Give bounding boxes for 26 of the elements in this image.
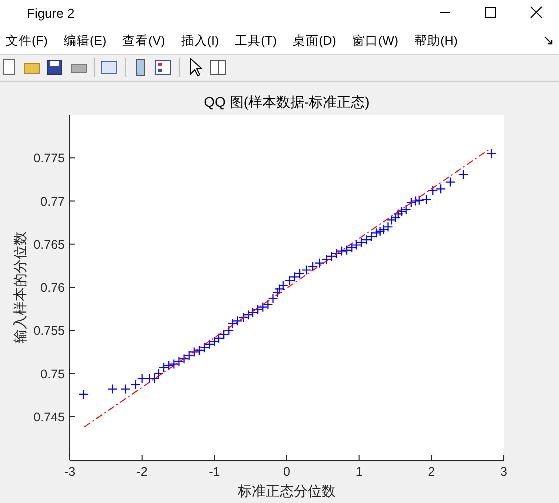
y-tick-label: 0.77 — [40, 194, 66, 209]
x-tick-label: -1 — [209, 465, 220, 479]
y-tick-label: 0.765 — [34, 238, 66, 252]
text: 桌面(D) — [293, 34, 336, 48]
text: 文件(F) — [6, 34, 48, 48]
text: 窗口(W) — [352, 33, 399, 48]
caption: Figure 2 — [27, 6, 75, 21]
x-tick-label: -2 — [136, 465, 148, 479]
y-tick-label: 0.775 — [34, 152, 66, 166]
text: 编辑(E) — [64, 34, 107, 48]
y-tick-label: 0.745 — [34, 410, 66, 424]
x-tick-label: 2 — [428, 465, 436, 479]
text: 工具(T) — [235, 34, 278, 48]
x-tick-label: 0 — [284, 465, 291, 479]
y-tick-label: 0.75 — [40, 367, 66, 382]
y-tick-label: 0.76 — [40, 281, 66, 295]
text: 查看(V) — [122, 34, 166, 48]
text: 帮助(H) — [414, 34, 458, 48]
y-tick-label: 0.755 — [34, 324, 66, 338]
x-tick-label: -3 — [64, 465, 76, 479]
x-axis-title: 标准正态分位数 — [237, 484, 336, 500]
chart-title: QQ 图(样本数据-标准正态) — [204, 94, 370, 110]
x-tick-label: 1 — [356, 465, 363, 479]
text: 插入(I) — [181, 34, 220, 48]
y-axis-title: 输入样本的分位数 — [13, 232, 29, 344]
x-tick-label: 3 — [500, 465, 508, 479]
